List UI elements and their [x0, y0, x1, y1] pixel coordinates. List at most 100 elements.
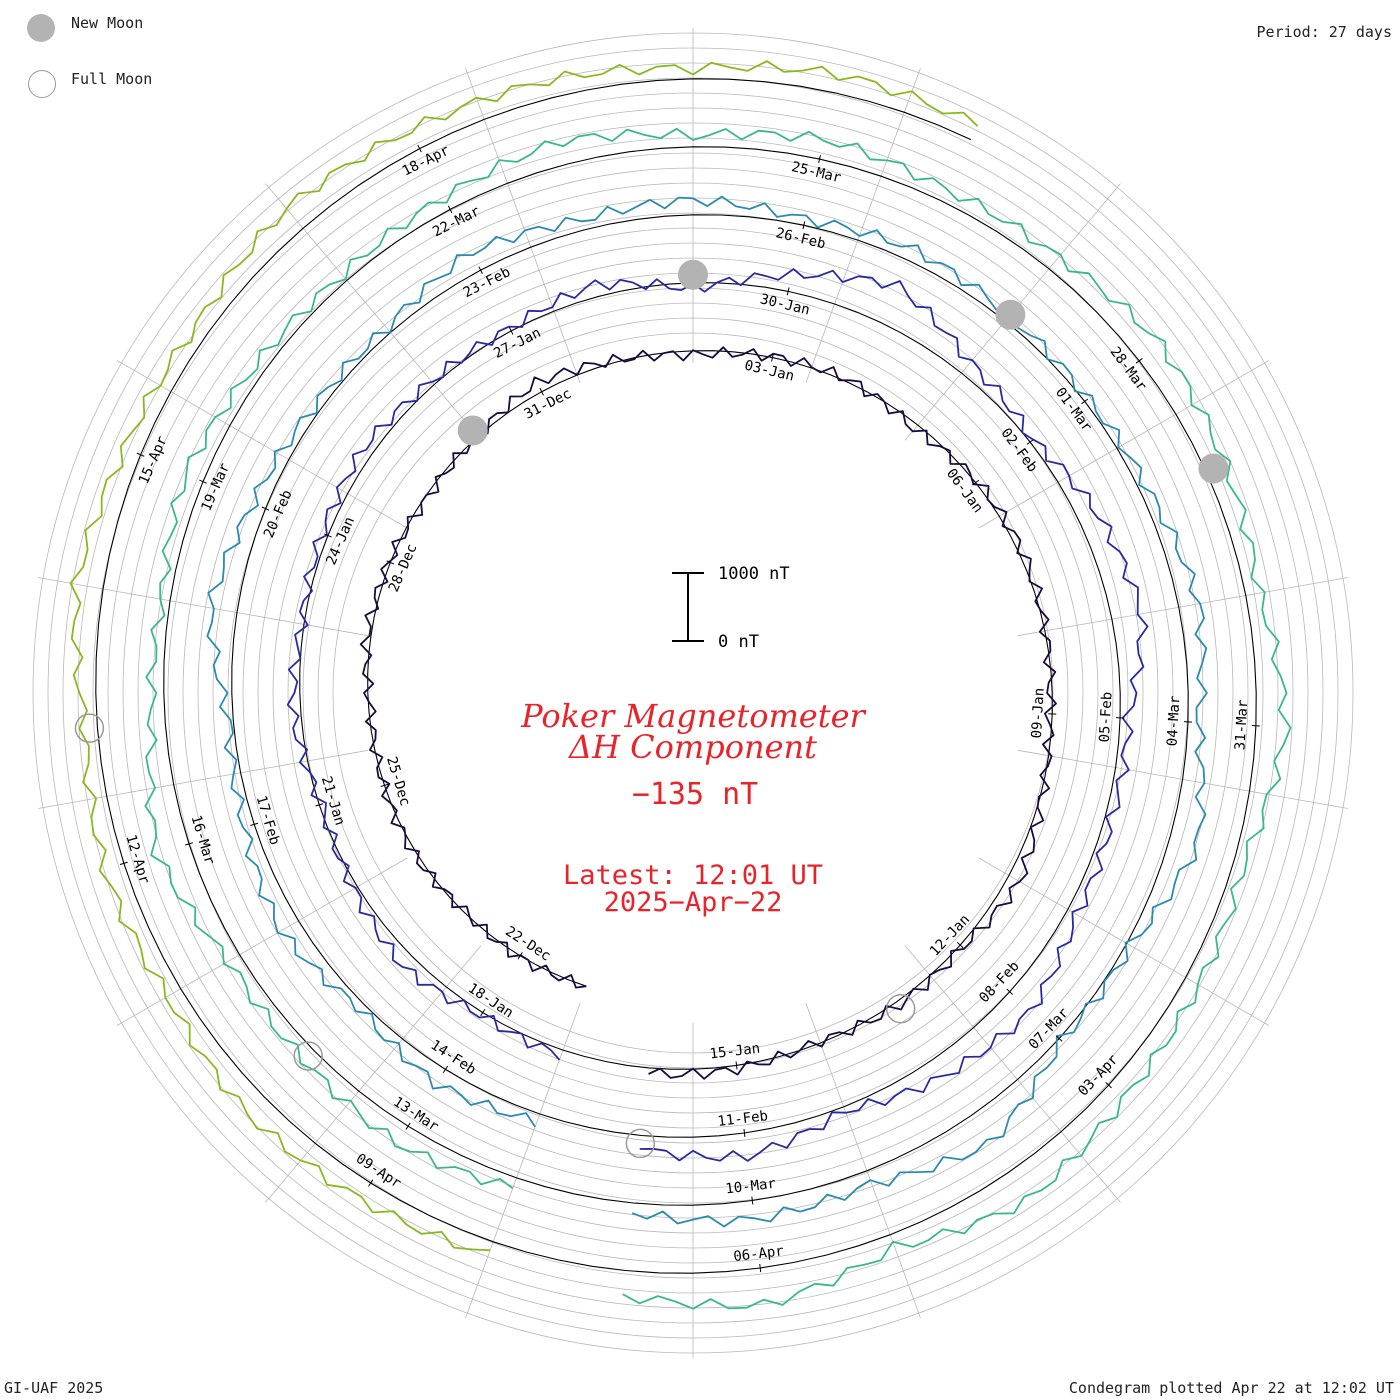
date-tick-mark [405, 1122, 411, 1130]
date-tick-label: 20-Feb [261, 488, 296, 541]
full-moon-label: Full Moon [71, 70, 153, 88]
latest-date: 2025−Apr−22 [604, 887, 783, 918]
date-tick-label: 01-Mar [1052, 385, 1095, 435]
grid-spoke [1017, 577, 1348, 637]
date-tick-mark [442, 1065, 449, 1074]
date-tick-mark [199, 479, 207, 484]
chart-subtitle: ΔH Component [567, 728, 817, 766]
scale-bottom-label: 0 nT [718, 632, 759, 652]
date-tick-label: 28-Mar [1106, 344, 1149, 394]
date-tick-mark [1055, 1035, 1063, 1042]
date-tick-label: 23-Feb [461, 264, 513, 301]
date-tick-mark [250, 822, 259, 827]
date-tick-mark [119, 861, 128, 866]
date-tick-mark [1006, 988, 1013, 995]
date-tick-label: 06-Apr [733, 1243, 785, 1265]
date-tick-mark [447, 205, 453, 214]
series-line [206, 195, 1208, 1228]
full-moon-marker [625, 1128, 656, 1159]
grid-spoke [978, 360, 1270, 529]
scale-bar: 1000 nT 0 nT [672, 564, 790, 652]
full-moon-icon [28, 70, 56, 98]
date-tick-label: 08-Feb [976, 958, 1022, 1006]
date-tick-label: 07-Mar [1026, 1005, 1072, 1053]
footer-plotted: Condegram plotted Apr 22 at 12:02 UT [1068, 1379, 1394, 1397]
grid-spoke [904, 945, 1121, 1203]
series-line [144, 127, 1292, 1310]
grid-spoke [116, 360, 408, 529]
date-tick-mark [759, 1264, 762, 1273]
date-tick-mark [1135, 358, 1143, 364]
current-value: −135 nT [632, 777, 758, 812]
date-tick-label: 06-Jan [943, 466, 986, 516]
date-tick-mark [417, 144, 422, 153]
date-tick-label: 02-Feb [997, 425, 1040, 475]
new-moon-marker [995, 299, 1026, 330]
date-tick-mark [324, 533, 332, 538]
grid-circle [257, 257, 1129, 1129]
grid-spoke [465, 67, 581, 384]
date-tick-mark [508, 327, 514, 335]
grid-spoke [116, 857, 408, 1026]
legend-new-moon: New Moon [27, 14, 143, 42]
date-tick-mark [315, 803, 324, 807]
grid-circle [242, 242, 1144, 1144]
date-tick-mark [972, 479, 980, 486]
grid-spoke [265, 183, 482, 441]
new-moon-marker [1198, 453, 1229, 484]
date-tick-label: 04-Mar [1165, 695, 1184, 746]
date-tick-mark [786, 287, 790, 296]
date-tick-mark [261, 506, 270, 511]
scale-top-label: 1000 nT [718, 564, 790, 584]
date-tick-mark [386, 560, 395, 565]
full-moon-marker [293, 1041, 323, 1071]
date-tick-label: 18-Jan [465, 980, 516, 1021]
date-tick-label: 24-Jan [323, 515, 358, 568]
grid-spoke [978, 857, 1270, 1026]
new-moon-label: New Moon [71, 14, 144, 32]
new-moon-icon [27, 14, 55, 42]
grid-spoke [805, 67, 921, 384]
grid-circle [302, 302, 1084, 1084]
chart-title: Poker Magnetometer [520, 697, 866, 735]
data-series-layer [69, 60, 1292, 1310]
date-tick-label: 31-Mar [1232, 699, 1251, 750]
date-tick-mark [818, 155, 821, 164]
date-tick-label: 15-Apr [136, 434, 171, 487]
date-tick-label: 15-Jan [709, 1041, 761, 1063]
date-tick-mark [380, 783, 389, 787]
date-tick-mark [743, 1128, 746, 1137]
moon-marker-layer [74, 259, 1229, 1159]
latest-time: Latest: 12:01 UT [563, 860, 823, 891]
grid-spoke [38, 749, 369, 809]
date-tick-label: 19-Mar [199, 461, 234, 514]
date-tick-label: 12-Jan [927, 912, 973, 960]
date-tick-mark [1105, 1082, 1112, 1089]
full-moon-marker [74, 713, 105, 743]
new-moon-marker [678, 259, 708, 290]
grid-spoke [265, 945, 482, 1203]
grid-spoke [38, 577, 369, 637]
date-tick-label: 10-Mar [725, 1176, 777, 1198]
date-tick-mark [1026, 439, 1034, 445]
new-moon-marker [457, 415, 488, 446]
date-tick-label: 22-Dec [502, 923, 553, 964]
date-tick-label: 28-Dec [386, 542, 421, 595]
date-tick-label: 03-Apr [1075, 1052, 1121, 1100]
footer-credit: GI-UAF 2025 [4, 1379, 104, 1397]
grid-spoke [805, 1002, 921, 1319]
date-tick-mark [735, 1061, 738, 1070]
full-moon-marker [885, 994, 916, 1024]
grid-circle [317, 317, 1069, 1069]
date-tick-label: 14-Feb [428, 1037, 479, 1078]
date-tick-mark [517, 952, 523, 960]
date-tick-label: 16-Mar [188, 813, 218, 866]
grid-spoke [465, 1002, 581, 1319]
date-tick-label: 17-Feb [253, 794, 283, 847]
series-line [69, 60, 979, 1252]
date-tick-mark [368, 1179, 374, 1187]
series-line [286, 268, 1149, 1162]
date-tick-mark [771, 353, 774, 362]
legend-full-moon: Full Moon [28, 70, 152, 98]
